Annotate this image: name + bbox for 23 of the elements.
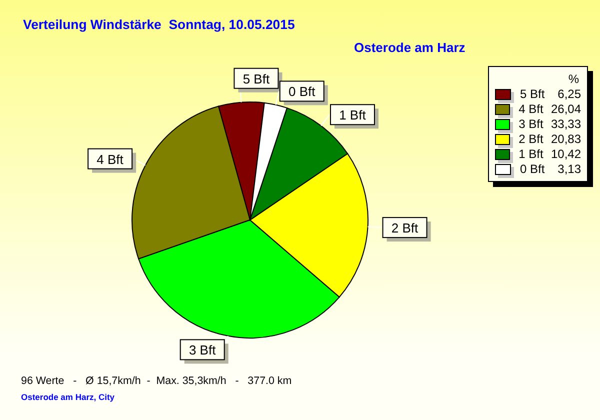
legend-label: 2 Bft (518, 132, 544, 146)
data-label: 6,25 (556, 87, 581, 101)
legend-label: 5 Bft (520, 87, 546, 101)
text: Osterode am Harz, City (21, 392, 115, 402)
chart-title: Verteilung Windstärke Sonntag, 10.05.2015 (23, 17, 295, 32)
data-label: 26,04 (550, 102, 581, 116)
legend-label: 1 Bft (518, 147, 544, 161)
slice-label: 4 Bft (96, 152, 124, 167)
legend-title: % (567, 71, 580, 87)
slice-label: 1 Bft (339, 108, 366, 123)
slice-label: 5 Bft (242, 71, 270, 86)
slice-label: 0 Bft (288, 84, 316, 100)
slice-label: 2 Bft (391, 220, 419, 236)
data-label: 10,42 (550, 147, 581, 161)
legend-label: 0 Bft (520, 162, 546, 176)
chart-subtitle: Osterode am Harz (354, 40, 466, 55)
data-label: 20,83 (550, 132, 581, 146)
legend-label: 4 Bft (518, 102, 544, 116)
data-label: 3,13 (556, 162, 581, 176)
slice-label: 3 Bft (188, 342, 216, 358)
text: 96 Werte - Ø 15,7km/h - Max. 35,3km/h - 377.0 km (21, 375, 292, 387)
data-label: 33,33 (550, 117, 581, 131)
legend-label: 3 Bft (518, 117, 544, 131)
